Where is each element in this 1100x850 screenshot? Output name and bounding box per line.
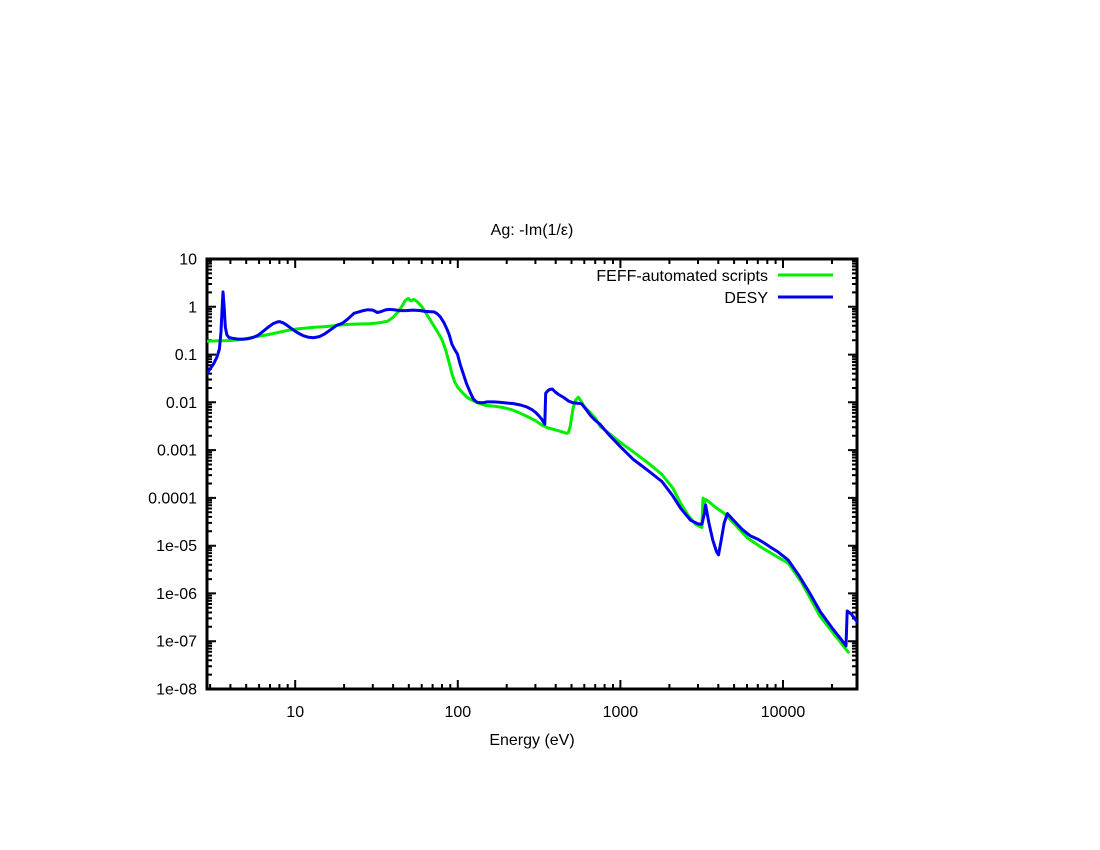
y-tick-label: 0.0001 xyxy=(148,490,197,507)
chart-title: Ag: -Im(1/ε) xyxy=(491,222,574,239)
legend-label-feff: FEFF-automated scripts xyxy=(596,268,768,285)
legend-label-desy: DESY xyxy=(724,290,768,307)
desy-curve xyxy=(207,290,857,648)
y-tick-label: 0.001 xyxy=(157,443,197,460)
legend: FEFF-automated scripts DESY xyxy=(596,268,833,307)
y-tick-label: 1e-07 xyxy=(156,634,197,651)
y-tick-labels: 10 1 0.1 0.01 0.001 0.0001 1e-05 1e-06 1e-07 1e-0… xyxy=(148,252,197,699)
y-tick-label: 1e-06 xyxy=(156,586,197,603)
x-tick-label: 1000 xyxy=(603,704,639,721)
x-axis-label: Energy (eV) xyxy=(489,732,574,749)
axis-ticks xyxy=(207,258,857,690)
y-tick-label: 0.01 xyxy=(166,395,197,412)
x-tick-label: 100 xyxy=(444,704,471,721)
feff-curve xyxy=(207,296,850,654)
x-tick-label: 10000 xyxy=(761,704,806,721)
y-tick-label: 1e-08 xyxy=(156,682,197,699)
x-tick-label: 10 xyxy=(286,704,304,721)
y-tick-label: 1 xyxy=(188,299,197,316)
y-tick-label: 0.1 xyxy=(175,347,197,364)
x-tick-labels: 10 100 1000 10000 xyxy=(286,704,805,721)
y-tick-label: 1e-05 xyxy=(156,538,197,555)
y-tick-label: 10 xyxy=(179,252,197,269)
plot-border xyxy=(205,257,859,691)
